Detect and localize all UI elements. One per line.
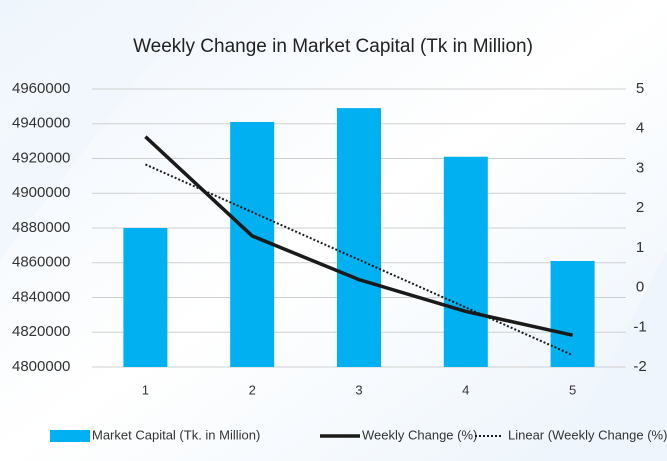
bar [443,156,488,367]
y2-tick-label: 0 [636,279,644,296]
decor [0,0,200,260]
line [144,135,573,337]
bar [230,122,275,367]
y-tick-label: 4800000 [12,358,70,375]
y-tick-label: 4820000 [12,323,70,340]
x-tick-label: 4 [462,382,469,397]
bar [123,228,168,367]
y2-tick-label: 5 [636,80,644,97]
legend-label: Weekly Change (%) [362,427,477,442]
y-tick-label: 4920000 [12,149,70,166]
y-tick-label: 4940000 [12,115,70,132]
y2-tick-label: 3 [636,159,644,176]
x-tick-label: 5 [569,382,576,397]
x-tick-label: 3 [355,382,362,397]
x-tick-label: 2 [249,382,256,397]
bar [337,108,381,368]
decor [560,250,667,461]
legend-label: Linear (Weekly Change (%)) [508,427,667,442]
y2-tick-label: 2 [636,199,644,216]
y-tick-label: 4900000 [12,184,70,201]
chart-title: Weekly Change in Market Capital (Tk in M… [133,36,533,57]
legend-label: Market Capital (Tk. in Million) [92,427,260,442]
y-tick-label: 4880000 [12,219,70,236]
trend-line [144,163,574,356]
y2-tick-label: -2 [633,358,646,375]
y2-tick-label: 4 [636,120,644,137]
y2-tick-label: 1 [636,239,644,256]
y-tick-label: 4840000 [12,288,70,305]
x-tick-label: 1 [142,382,149,397]
y2-tick-label: -1 [633,318,646,335]
y-tick-label: 4960000 [12,80,70,97]
y-tick-label: 4860000 [12,254,70,271]
legend-swatch [50,430,90,442]
bar [550,261,595,367]
